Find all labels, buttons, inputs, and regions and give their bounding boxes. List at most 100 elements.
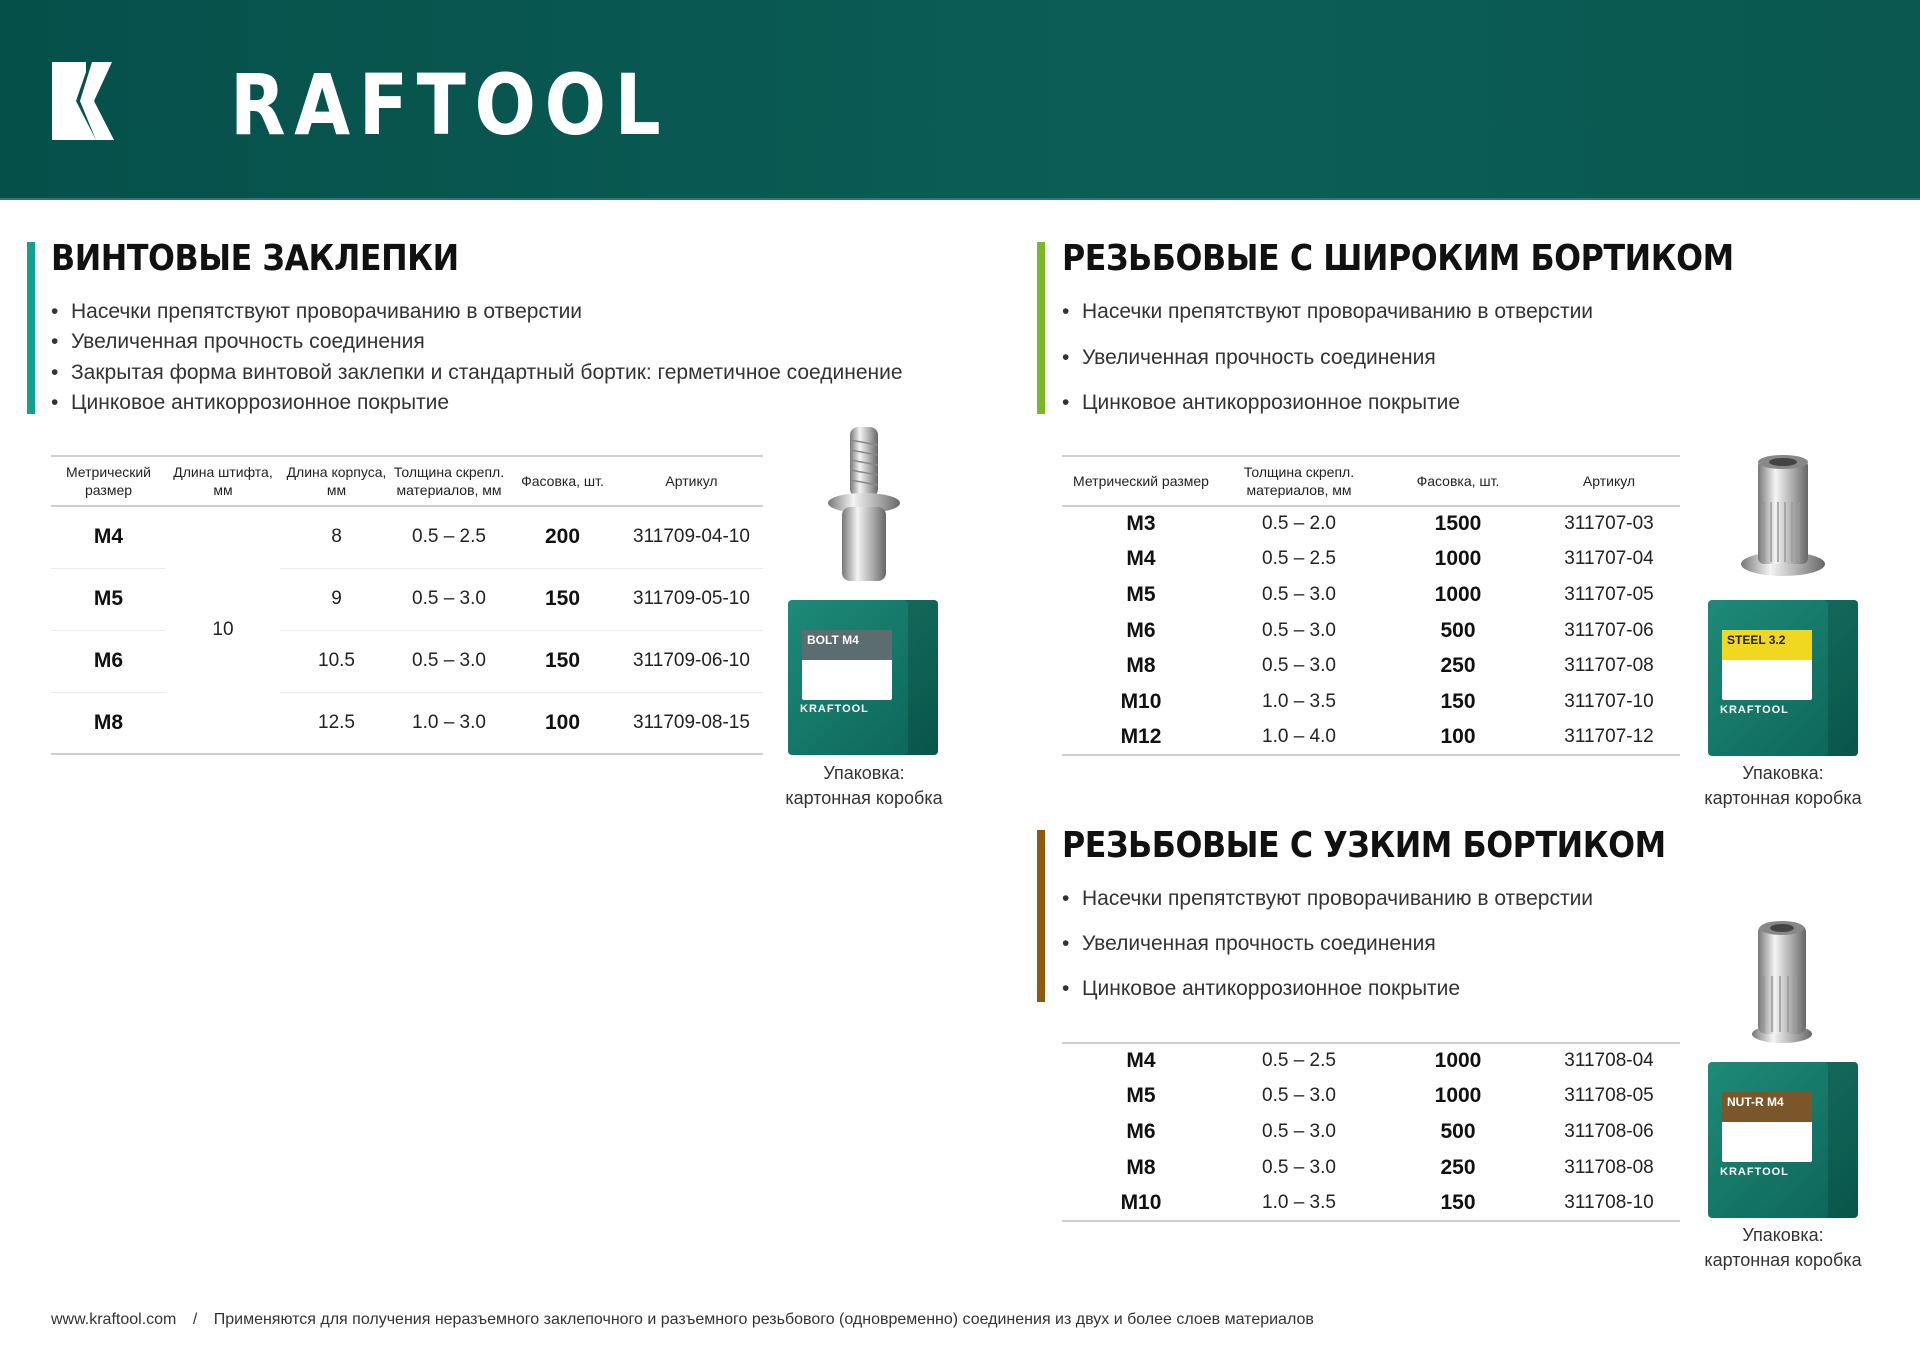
box-label: NUT-R M4 bbox=[1722, 1092, 1812, 1122]
material-thickness: 0.5 – 3.0 bbox=[393, 630, 505, 693]
table-row: M8 0.5 – 3.0 250 311708-08 bbox=[1062, 1150, 1680, 1186]
spec-table-narrow-flange: M4 0.5 – 2.5 1000 311708-04 M5 0.5 – 3.0 1000 3… bbox=[1062, 1042, 1680, 1222]
article-number: 311707-03 bbox=[1564, 513, 1654, 535]
metric-size: M5 bbox=[1126, 582, 1156, 606]
article-number: 311707-06 bbox=[1564, 619, 1654, 641]
article-number: 311707-08 bbox=[1564, 655, 1654, 677]
table-row: M12 1.0 – 4.0 100 311707-12 bbox=[1062, 720, 1680, 756]
footer-text: Применяются для получения неразъемного з… bbox=[213, 1311, 1314, 1328]
metric-size: M6 bbox=[1126, 618, 1156, 642]
article-number: 311708-10 bbox=[1564, 1191, 1654, 1213]
table-header-row: Метрический размер Длина штифта, мм Длина … bbox=[51, 456, 763, 507]
section-title-narrow-flange: РЕЗЬБОВЫЕ С УЗКИМ БОРТИКОМ bbox=[1062, 825, 1666, 866]
metric-size: M6 bbox=[51, 630, 166, 693]
metric-size: M3 bbox=[1126, 512, 1156, 536]
section-title-screw-rivets: ВИНТОВЫЕ ЗАКЛЕПКИ bbox=[51, 238, 459, 279]
box-brand: KRAFTOOL bbox=[1720, 1166, 1789, 1178]
packaging-box-image: STEEL 3.2 KRAFTOOL bbox=[1708, 600, 1858, 756]
pack-quantity: 150 bbox=[505, 568, 620, 631]
column-header: Толщина скрепл. материалов, мм bbox=[1220, 456, 1378, 507]
pack-quantity: 1500 bbox=[1434, 512, 1482, 536]
feature-item: Увеличенная прочность соединения bbox=[1062, 932, 1436, 956]
pack-quantity: 500 bbox=[1440, 1119, 1476, 1143]
caption-line: картонная коробка bbox=[785, 788, 943, 808]
metric-size: M5 bbox=[1126, 1084, 1156, 1108]
metric-size: M8 bbox=[93, 710, 124, 734]
metric-size: M10 bbox=[1120, 689, 1162, 713]
table-row: M3 0.5 – 2.0 1500 311707-03 bbox=[1062, 506, 1680, 542]
footer-separator: / bbox=[192, 1311, 198, 1328]
packaging-caption: Упаковка: картонная коробка bbox=[1683, 1223, 1883, 1273]
pack-quantity: 1000 bbox=[1434, 582, 1482, 606]
footer: www.kraftool.com / Применяются для получ… bbox=[51, 1311, 1326, 1329]
material-thickness: 0.5 – 3.0 bbox=[1262, 619, 1336, 641]
column-header: Фасовка, шт. bbox=[1378, 456, 1538, 507]
caption-line: Упаковка: bbox=[1742, 763, 1824, 783]
caption-line: картонная коробка bbox=[1704, 1250, 1862, 1270]
column-header: Артикул bbox=[620, 456, 763, 507]
caption-line: картонная коробка bbox=[1704, 788, 1862, 808]
material-thickness: 0.5 – 3.0 bbox=[1262, 1156, 1336, 1178]
pack-quantity: 150 bbox=[1440, 1190, 1476, 1214]
packaging-caption: Упаковка: картонная коробка bbox=[1683, 761, 1883, 811]
article-number: 311709-08-15 bbox=[633, 711, 750, 733]
article-number: 311709-04-10 bbox=[620, 506, 763, 569]
table-row: M8 0.5 – 3.0 250 311707-08 bbox=[1062, 648, 1680, 684]
table-header-row: Метрический размер Толщина скрепл. матери… bbox=[1062, 456, 1680, 507]
column-header: Длина штифта, мм bbox=[166, 456, 280, 507]
website-link[interactable]: www.kraftool.com bbox=[51, 1311, 177, 1328]
body-length: 12.5 bbox=[318, 711, 355, 733]
pack-quantity: 200 bbox=[505, 506, 620, 569]
feature-item: Цинковое антикоррозионное покрытие bbox=[1062, 391, 1460, 415]
metric-size: M4 bbox=[1126, 547, 1156, 571]
pack-quantity: 1000 bbox=[1434, 547, 1482, 571]
metric-size: M12 bbox=[1120, 724, 1162, 748]
pin-length: 10 bbox=[212, 619, 234, 640]
box-brand: KRAFTOOL bbox=[1720, 704, 1789, 716]
table-row: M6 10.5 0.5 – 3.0 150 311709-06-10 bbox=[51, 630, 763, 693]
kraftool-logo: KRAFTOOL RAFTOOL bbox=[52, 56, 741, 154]
material-thickness: 0.5 – 3.0 bbox=[1262, 1120, 1336, 1142]
article-number: 311707-12 bbox=[1564, 725, 1654, 747]
column-header: Длина корпуса, мм bbox=[280, 456, 393, 507]
spec-table-wide-flange: Метрический размер Толщина скрепл. матери… bbox=[1062, 455, 1680, 757]
article-number: 311707-05 bbox=[1564, 583, 1654, 605]
metric-size: M10 bbox=[1120, 1190, 1162, 1214]
box-label: STEEL 3.2 bbox=[1722, 630, 1812, 660]
pack-quantity: 500 bbox=[1440, 618, 1476, 642]
table-row: M6 0.5 – 3.0 500 311707-06 bbox=[1062, 613, 1680, 649]
material-thickness: 0.5 – 2.5 bbox=[1262, 548, 1336, 570]
article-number: 311708-05 bbox=[1564, 1085, 1654, 1107]
column-header: Метрический размер bbox=[1062, 456, 1220, 507]
narrow-flange-rivet-nut-image bbox=[1752, 921, 1812, 1043]
accent-bar-3 bbox=[1037, 830, 1045, 1002]
pack-quantity: 1000 bbox=[1434, 1084, 1482, 1108]
caption-line: Упаковка: bbox=[1742, 1225, 1824, 1245]
material-thickness: 0.5 – 2.0 bbox=[1262, 513, 1336, 535]
metric-size: M4 bbox=[1126, 1049, 1156, 1073]
packaging-box-image: NUT-R M4 KRAFTOOL bbox=[1708, 1062, 1858, 1218]
body-length: 8 bbox=[280, 506, 393, 569]
pack-quantity: 150 bbox=[505, 630, 620, 693]
material-thickness: 0.5 – 2.5 bbox=[1262, 1050, 1336, 1072]
column-header: Артикул bbox=[1538, 456, 1680, 507]
material-thickness: 1.0 – 3.0 bbox=[412, 711, 486, 733]
feature-item: Увеличенная прочность соединения bbox=[1062, 346, 1436, 370]
column-header: Толщина скрепл. материалов, мм bbox=[393, 456, 505, 507]
feature-item: Цинковое антикоррозионное покрытие bbox=[1062, 977, 1460, 1001]
pack-quantity: 100 bbox=[544, 710, 581, 734]
feature-item: Закрытая форма винтовой заклепки и станд… bbox=[51, 361, 903, 385]
header-banner: KRAFTOOL RAFTOOL bbox=[0, 0, 1920, 200]
feature-item: Цинковое антикоррозионное покрытие bbox=[51, 391, 449, 415]
box-brand: KRAFTOOL bbox=[800, 703, 869, 715]
material-thickness: 0.5 – 2.5 bbox=[393, 506, 505, 569]
pack-quantity: 250 bbox=[1440, 1155, 1476, 1179]
article-number: 311709-06-10 bbox=[620, 630, 763, 693]
material-thickness: 1.0 – 3.5 bbox=[1262, 690, 1336, 712]
metric-size: M8 bbox=[1126, 1155, 1156, 1179]
article-number: 311709-05-10 bbox=[620, 568, 763, 631]
table-row: M10 1.0 – 3.5 150 311708-10 bbox=[1062, 1185, 1680, 1221]
packaging-box-image: BOLT M4 KRAFTOOL bbox=[788, 600, 938, 755]
feature-item: Насечки препятствуют проворачиванию в от… bbox=[51, 300, 582, 324]
logo-wordmark: RAFTOOL bbox=[230, 56, 670, 154]
